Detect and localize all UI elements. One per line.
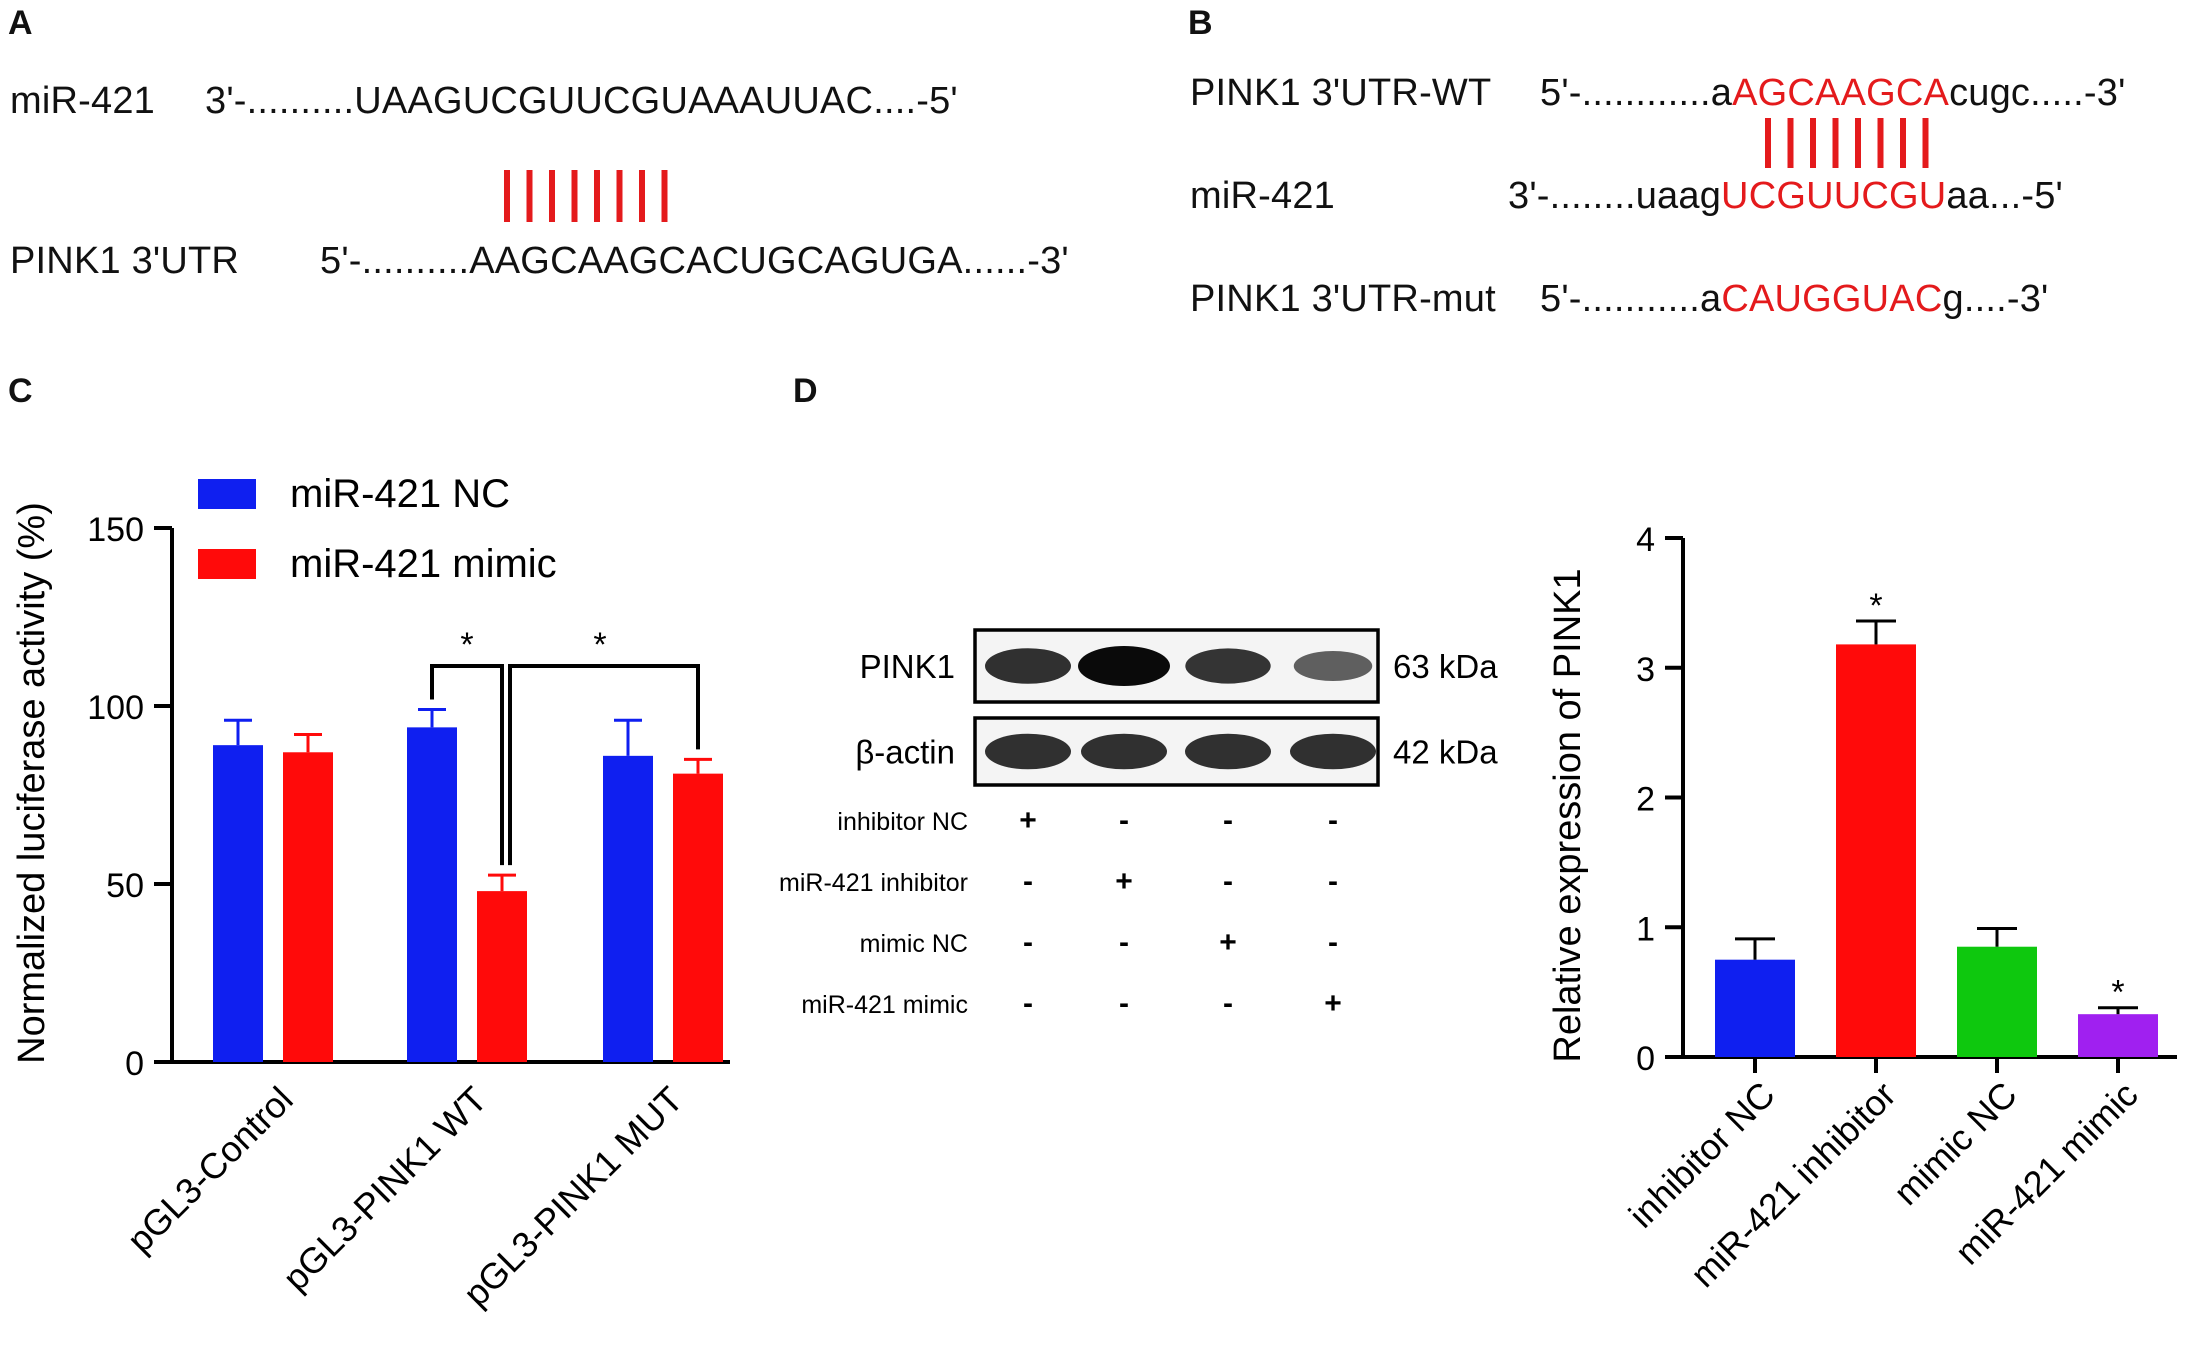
blot-condition-mark: - [1023,926,1033,959]
blot-band [1078,646,1170,686]
blot-condition-mark: - [1223,865,1233,898]
panel-c-letter: C [8,372,33,410]
blot-condition-mark: + [1019,804,1037,837]
a-mir-label: miR-421 [10,80,155,122]
c-legend-label: miR-421 NC [290,472,510,516]
b-wt-seed-site: AGCAAGCA [1732,72,1950,114]
c-y-tick-label: 50 [106,867,144,905]
b-mir-label: miR-421 [1190,175,1335,217]
d-y-tick-label: 2 [1636,781,1655,819]
c-significance-bracket [508,664,700,866]
blot-band [1185,648,1271,684]
c-y-tick-label: 150 [87,511,144,549]
blot-condition-mark: - [1328,926,1338,959]
blot-size-label: 63 kDa [1393,648,1498,685]
d-bar [1836,644,1916,1057]
c-y-tick-label: 100 [87,689,144,727]
c-bar [407,727,457,1062]
blot-condition-mark: + [1115,865,1133,898]
c-significance-label: * [593,626,606,664]
c-legend-swatch [198,549,256,579]
blot-row-label: PINK1 [860,648,955,685]
blot-band [1185,733,1271,770]
blot-condition-mark: - [1023,865,1033,898]
d-significance-label: * [2111,974,2124,1012]
blot-condition-label: mimic NC [860,930,968,958]
panel-b-letter: B [1188,4,1213,42]
blot-condition-mark: - [1223,804,1233,837]
d-bar [2078,1014,2158,1057]
blot-condition-mark: + [1219,926,1237,959]
b-mut-label: PINK1 3'UTR-mut [1190,278,1496,320]
c-bar [477,891,527,1062]
blot-size-label: 42 kDa [1393,734,1498,771]
d-significance-label: * [1869,587,1882,625]
blot-band [1081,733,1167,770]
c-bar [673,773,723,1062]
d-y-tick-label: 4 [1636,521,1655,559]
blot-condition-label: inhibitor NC [837,808,968,836]
d-y-tick-label: 1 [1636,910,1655,948]
c-bar [283,752,333,1062]
b-mut-site: CAUGGUAC [1721,278,1943,320]
a-utr-sequence: 5'-..........AAGCAAGCACUGCAGUGA......-3' [320,240,1069,282]
b-mir-seed-site: UCGUUCGU [1721,175,1947,217]
d-y-tick-label: 0 [1636,1040,1655,1078]
c-legend-swatch [198,479,256,509]
c-significance-bracket [430,664,504,866]
blot-condition-mark: - [1119,926,1129,959]
c-bar [213,745,263,1062]
blot-condition-mark: - [1223,987,1233,1020]
a-utr-label: PINK1 3'UTR [10,240,240,282]
blot-band [1290,733,1376,770]
a-mir-sequence: 3'-..........UAAGUCGUUCGUAAAUUAC....-5' [205,80,958,122]
d-y-tick-label: 3 [1636,651,1655,689]
c-bar [603,755,653,1062]
blot-band [985,733,1071,770]
blot-condition-mark: - [1328,804,1338,837]
d-bar [1957,946,2037,1057]
blot-condition-mark: - [1119,987,1129,1020]
blot-band [1293,650,1373,682]
c-y-axis-label: Normalized luciferase activity (%) [11,502,53,1064]
d-category-label: miR-421 inhibitor [1682,1074,1903,1295]
d-bar [1715,959,1795,1057]
blot-row-label: β-actin [855,734,955,771]
panel-d-letter: D [793,372,818,410]
blot-condition-label: miR-421 mimic [801,991,968,1019]
c-y-tick-label: 0 [125,1045,144,1083]
blot-condition-mark: + [1324,987,1342,1020]
c-legend-label: miR-421 mimic [290,542,557,586]
blot-condition-mark: - [1328,865,1338,898]
c-significance-label: * [460,626,473,664]
d-y-axis-label: Relative expression of PINK1 [1547,568,1589,1062]
b-wt-sequence: 5'-............aAGCAAGCAcugc.....-3' [1540,72,2126,114]
blot-condition-label: miR-421 inhibitor [779,869,968,897]
blot-condition-mark: - [1023,987,1033,1020]
panel-a-letter: A [8,4,33,42]
blot-condition-mark: - [1119,804,1129,837]
b-wt-label: PINK1 3'UTR-WT [1190,72,1492,114]
b-mir-sequence: 3'-........uaagUCGUUCGUaa...-5' [1508,175,2064,217]
blot-band [985,648,1071,684]
b-mut-sequence: 5'-...........aCAUGGUACg....-3' [1540,278,2049,320]
